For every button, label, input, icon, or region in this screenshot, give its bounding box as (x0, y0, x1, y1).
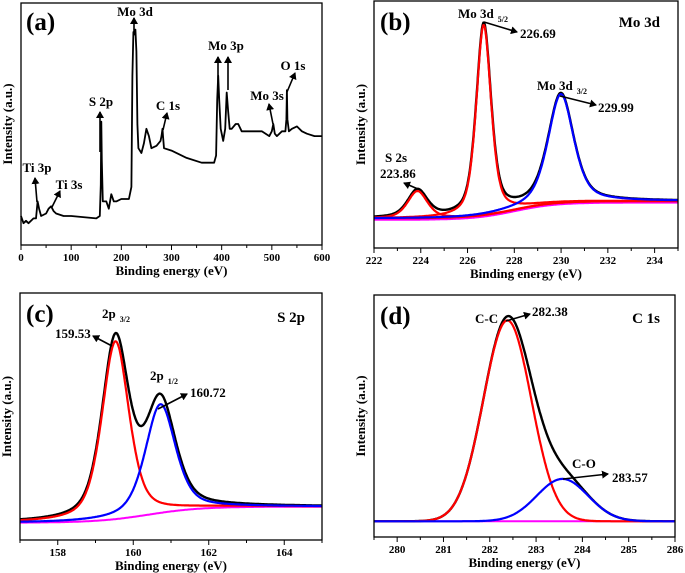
y-axis-label: Intensity (a.u.) (0, 376, 14, 457)
peak-arrow (483, 21, 518, 35)
x-tick-label: 0 (18, 252, 24, 264)
x-tick-label: 228 (506, 255, 523, 267)
x-axis-label: Binding energy (eV) (116, 263, 228, 278)
x-tick-label: 300 (163, 252, 180, 264)
envelope-fit-line (373, 314, 676, 523)
x-tick-label: 232 (600, 255, 617, 267)
peak-label: 2p (102, 306, 116, 321)
x-tick-label: 284 (574, 544, 591, 556)
component-c-o-line (373, 477, 676, 523)
peak-arrow (559, 95, 597, 108)
x-tick-label: 286 (667, 544, 684, 556)
peak-arrow (562, 470, 609, 480)
peak-label-subscript: 3/2 (120, 315, 130, 324)
plot-frame (373, 294, 676, 538)
y-axis-label: Intensity (a.u.) (0, 83, 15, 164)
x-tick-label: 283 (528, 544, 545, 556)
x-tick-label: 234 (646, 255, 663, 267)
peak-label: S 2s (385, 150, 407, 165)
peak-position-value: 229.99 (598, 100, 634, 115)
peak-position-value: 283.57 (612, 470, 648, 485)
component-mo-3d-3-2-line (373, 92, 679, 220)
x-tick-label: 224 (413, 255, 430, 267)
x-tick-label: 400 (213, 252, 230, 264)
peak-position-value: 159.53 (55, 326, 91, 341)
x-tick-label: 100 (63, 252, 80, 264)
peak-label: Mo 3d (458, 6, 495, 21)
peak-label: C-O (572, 456, 596, 471)
plot-frame (20, 2, 323, 246)
x-tick-label: 158 (50, 547, 67, 559)
peak-label: C 1s (156, 98, 180, 113)
peak-arrow (161, 112, 170, 131)
panel-title: Mo 3d (619, 15, 661, 31)
peak-label: O 1s (281, 58, 306, 73)
envelope-fit-line (373, 21, 679, 218)
y-axis-label: Intensity (a.u.) (353, 375, 368, 456)
peak-label: Mo 3d (537, 78, 574, 93)
x-tick-label: 164 (276, 547, 293, 559)
panel-a: 0 100 200 300 400 500 600 Binding energy (eV) In… (0, 2, 331, 278)
panel-title: S 2p (277, 310, 305, 326)
background-line (373, 201, 679, 221)
peak-position-value: 223.86 (380, 166, 416, 181)
x-tick-label: 200 (113, 252, 130, 264)
peak-arrow (403, 181, 419, 190)
peak-arrow (92, 335, 113, 347)
x-tick-label: 282 (482, 544, 499, 556)
peak-label: Ti 3p (22, 160, 51, 175)
peak-arrow (505, 311, 531, 322)
x-axis-label: Binding energy (eV) (115, 558, 227, 573)
peak-position-value: 282.38 (532, 304, 568, 319)
peak-label-subscript: 5/2 (498, 15, 508, 24)
peak-position-value: 160.72 (190, 385, 226, 400)
peak-label: 2p (150, 368, 164, 383)
survey-spectrum-line (20, 28, 322, 225)
peak-label: C-C (475, 311, 498, 326)
x-tick-label: 500 (264, 252, 281, 264)
x-tick-label: 226 (459, 255, 476, 267)
component-2p-1-2-line (19, 403, 323, 523)
x-tick-label: 222 (366, 255, 383, 267)
panel-letter: (c) (26, 301, 54, 328)
peak-arrow (31, 177, 40, 203)
x-tick-label: 160 (125, 547, 142, 559)
x-tick-label: 280 (389, 544, 406, 556)
panel-c: 158 160 162 164 Binding energy (eV) Intensity… (0, 292, 323, 573)
peak-arrow (286, 72, 297, 93)
x-axis-label: Binding energy (eV) (470, 266, 582, 281)
peak-label-subscript: 1/2 (168, 377, 178, 386)
x-axis-label: Binding energy (eV) (469, 555, 581, 570)
peak-label: Mo 3s (250, 88, 284, 103)
component-mo-3d-5-2-line (373, 23, 679, 219)
panel-d: 280 281 282 283 284 285 286 Binding energy (eV)… (353, 294, 684, 570)
peak-label: Mo 3d (117, 4, 154, 19)
peak-label-subscript: 3/2 (577, 87, 587, 96)
panel-letter: (d) (380, 303, 411, 330)
plot-frame (373, 0, 679, 249)
panel-b: 222 224 226 228 230 232 234 Binding energy (eV)… (353, 0, 679, 281)
x-tick-label: 281 (435, 544, 452, 556)
peak-arrow (266, 103, 275, 125)
peak-label: S 2p (89, 94, 113, 109)
panel-letter: (b) (380, 9, 411, 36)
peak-arrow (51, 190, 61, 208)
peak-position-value: 226.69 (520, 26, 556, 41)
peak-label: Mo 3p (208, 38, 244, 53)
y-axis-label: Intensity (a.u.) (353, 84, 368, 165)
x-tick-label: 285 (620, 544, 637, 556)
peak-arrow (157, 393, 188, 410)
peak-label: Ti 3s (56, 177, 83, 192)
panel-title: C 1s (632, 311, 660, 327)
x-tick-label: 162 (201, 547, 218, 559)
x-tick-label: 230 (553, 255, 570, 267)
panel-letter: (a) (26, 9, 55, 36)
x-tick-label: 600 (314, 252, 331, 264)
